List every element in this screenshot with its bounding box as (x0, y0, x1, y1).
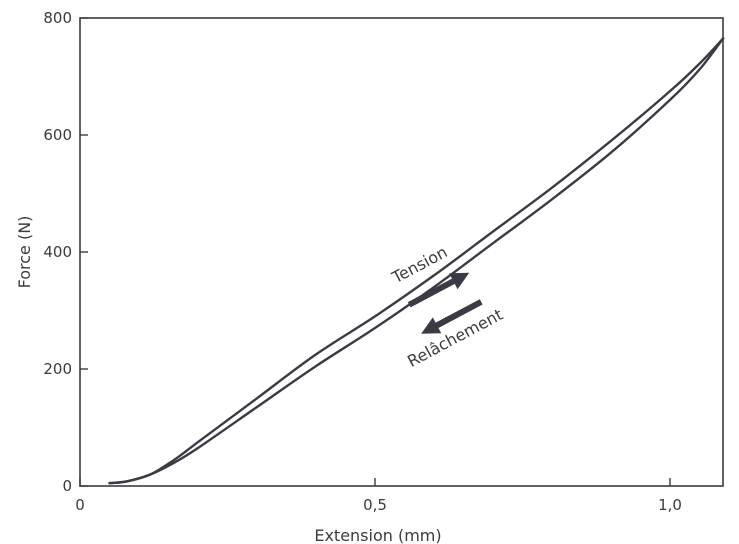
x-axis-ticks: 0 0,5 1,0 (75, 478, 682, 514)
x-axis-label: Extension (mm) (314, 526, 441, 544)
series-layer (108, 37, 725, 485)
x-tick-label: 0 (75, 496, 85, 514)
series-line-relachement (108, 37, 725, 485)
annotation-group: Tension (388, 242, 470, 308)
x-tick-label: 0,5 (363, 496, 387, 514)
y-tick-label: 600 (43, 126, 72, 144)
y-axis-ticks: 0 200 400 600 800 (43, 9, 88, 495)
y-tick-label: 800 (43, 9, 72, 27)
x-tick-label: 1,0 (658, 496, 682, 514)
plot-frame (79, 17, 724, 487)
y-tick-label: 400 (43, 243, 72, 261)
arrow-left-icon (421, 299, 483, 334)
y-tick-label: 0 (62, 477, 72, 495)
y-tick-label: 200 (43, 360, 72, 378)
arrow-right-icon (407, 272, 470, 308)
y-axis-label: Force (N) (15, 216, 34, 289)
